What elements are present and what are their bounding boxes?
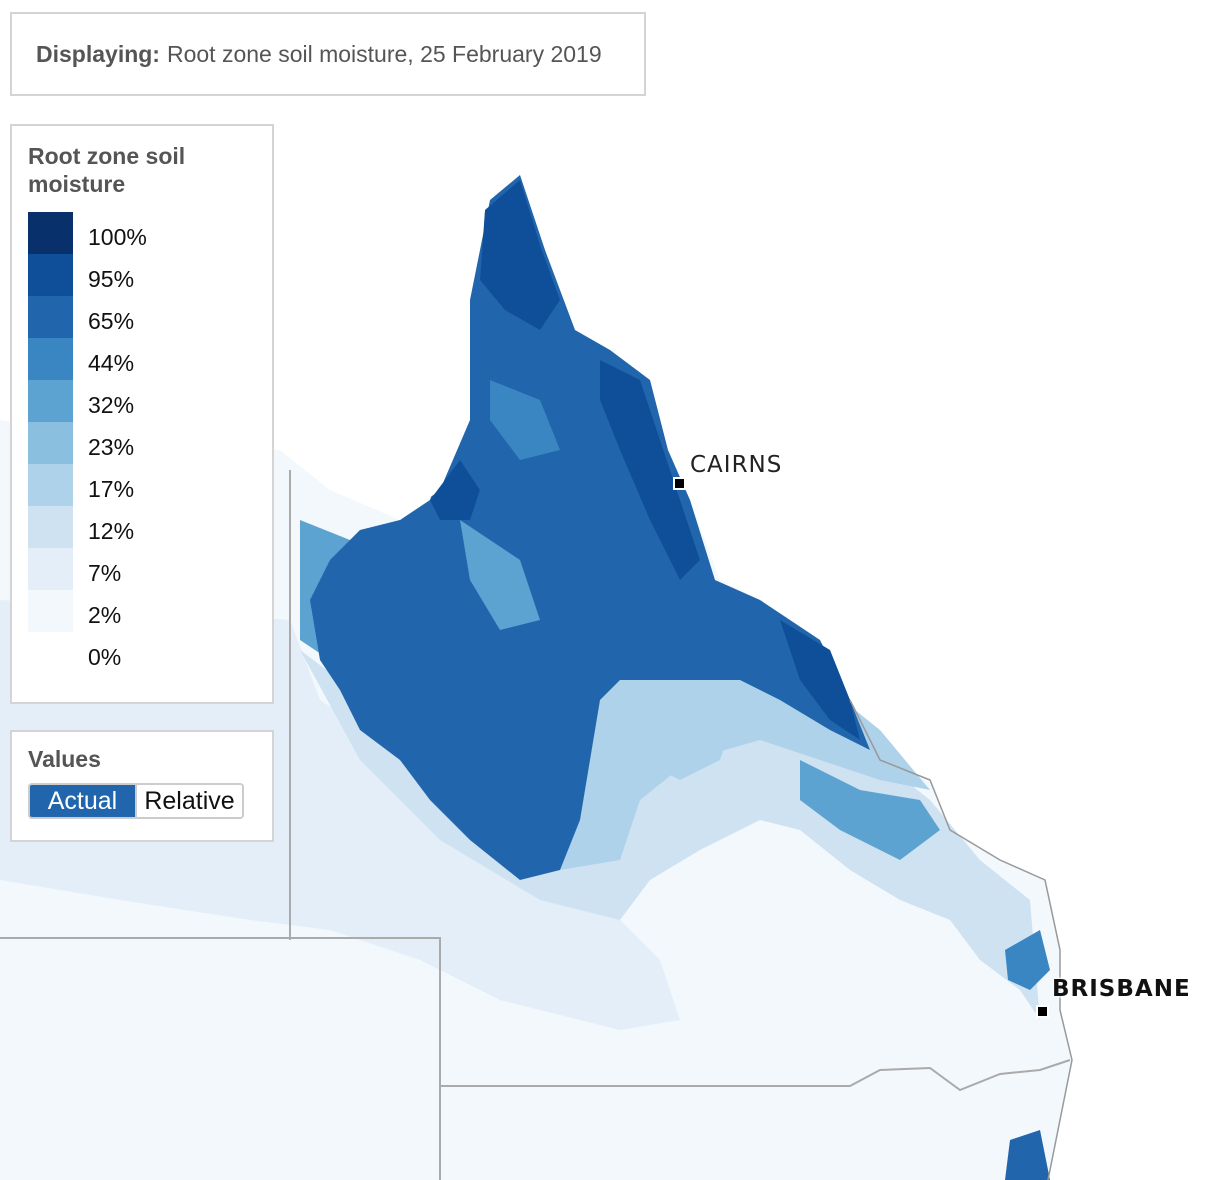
displaying-label: Displaying: xyxy=(36,40,160,67)
legend-label: 2% xyxy=(88,602,122,628)
legend-panel: Root zone soil moisture 100% 95% 65% 44% 32%… xyxy=(10,124,274,704)
legend-item: 100% xyxy=(28,212,256,254)
relative-toggle-button[interactable]: Relative xyxy=(135,785,242,817)
legend-item: 65% xyxy=(28,296,256,338)
legend-swatch xyxy=(28,212,73,254)
legend-label: 100% xyxy=(88,224,147,250)
legend-swatch xyxy=(28,380,73,422)
legend-swatch xyxy=(28,506,73,548)
legend-label: 7% xyxy=(88,560,122,586)
legend-label: 95% xyxy=(88,266,135,292)
legend-item: 2% xyxy=(28,590,256,632)
legend-title: Root zone soil moisture xyxy=(28,143,186,197)
values-title: Values xyxy=(28,746,101,772)
displaying-panel: Displaying: Root zone soil moisture, 25 … xyxy=(10,12,646,96)
legend-item: 0% xyxy=(28,632,256,674)
legend-swatch xyxy=(28,464,73,506)
legend-label: 32% xyxy=(88,392,135,418)
legend-label: 44% xyxy=(88,350,135,376)
legend-item: 95% xyxy=(28,254,256,296)
legend-item: 7% xyxy=(28,548,256,590)
actual-toggle-button[interactable]: Actual xyxy=(30,785,135,817)
legend-swatch xyxy=(28,632,73,674)
values-toggle: Actual Relative xyxy=(28,783,244,819)
legend-swatch xyxy=(28,590,73,632)
displaying-value: Root zone soil moisture, 25 February 201… xyxy=(166,40,602,67)
brisbane-marker-icon xyxy=(1036,1005,1049,1018)
values-panel: Values Actual Relative xyxy=(10,730,274,842)
legend-label: 65% xyxy=(88,308,135,334)
legend-swatch xyxy=(28,548,73,590)
legend-label: 12% xyxy=(88,518,135,544)
legend-item: 12% xyxy=(28,506,256,548)
legend-swatch xyxy=(28,254,73,296)
legend-swatch xyxy=(28,338,73,380)
legend-label: 23% xyxy=(88,434,135,460)
legend-item: 32% xyxy=(28,380,256,422)
city-label-brisbane: BRISBANE xyxy=(1052,976,1191,1002)
city-label-cairns: CAIRNS xyxy=(690,452,783,478)
legend-swatch xyxy=(28,422,73,464)
legend-label: 17% xyxy=(88,476,135,502)
legend-item: 44% xyxy=(28,338,256,380)
legend-item: 17% xyxy=(28,464,256,506)
cairns-marker-icon xyxy=(673,477,686,490)
legend-swatch xyxy=(28,296,73,338)
legend-scale: 100% 95% 65% 44% 32% 23% 17% 12% 7% 2% 0% xyxy=(28,212,256,674)
legend-item: 23% xyxy=(28,422,256,464)
legend-label: 0% xyxy=(88,644,122,670)
